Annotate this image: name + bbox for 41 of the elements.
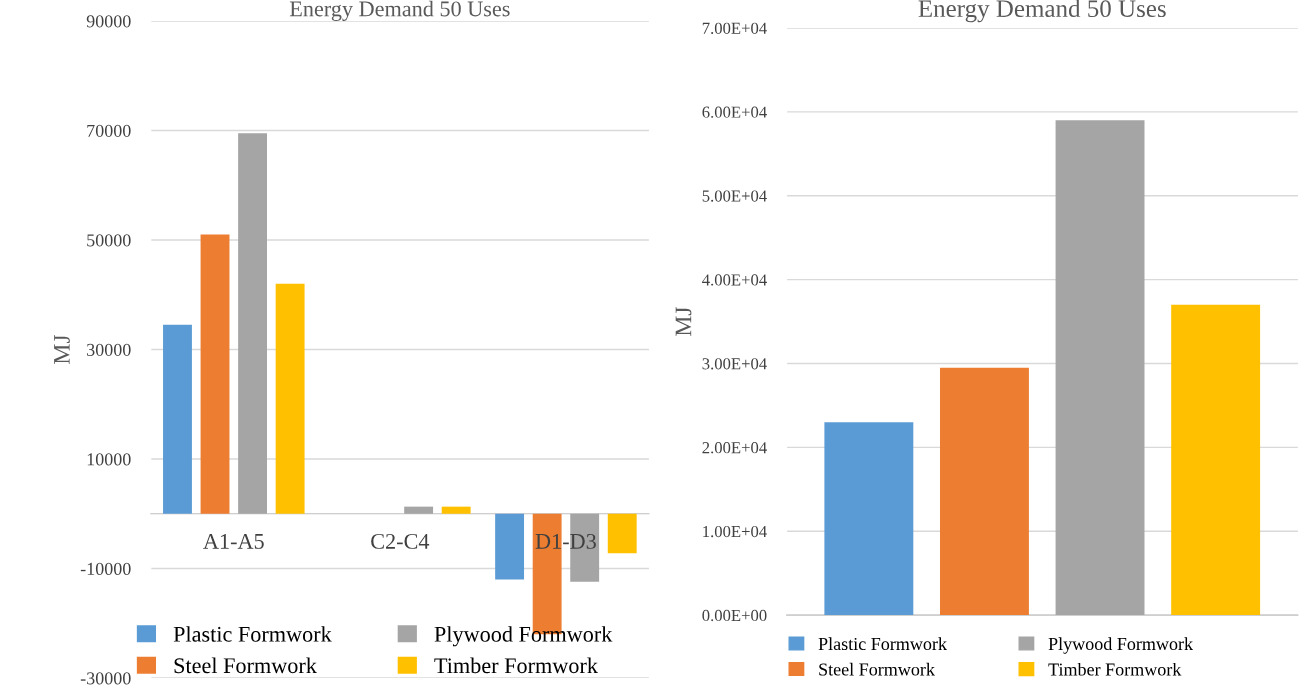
- bar: [939, 367, 1029, 616]
- chart-title: Energy Demand 50 Uses: [918, 0, 1166, 23]
- y-tick-label: 7.00E+04: [702, 22, 767, 34]
- y-tick-label: 50000: [87, 234, 131, 247]
- y-axis-title: MJ: [54, 334, 70, 364]
- y-tick-label: -30000: [80, 672, 131, 685]
- bar: [495, 513, 525, 580]
- y-tick-label: 90000: [86, 15, 131, 28]
- legend-label: Plywood Formwork: [434, 626, 613, 647]
- x-tick-label: A1-A5: [203, 533, 264, 549]
- legend-label: Plywood Formwork: [1048, 637, 1194, 654]
- y-tick-label: 70000: [87, 124, 131, 137]
- y-axis-title: MJ: [675, 306, 692, 336]
- bar: [200, 234, 230, 514]
- legend-label: Plastic Formwork: [818, 637, 947, 651]
- y-tick-label: 0.00E+00: [702, 609, 767, 622]
- bar: [607, 513, 637, 554]
- bar: [824, 422, 914, 616]
- bar: [441, 506, 471, 514]
- legend-label: Steel Formwork: [819, 662, 935, 676]
- legend-label: Timber Formwork: [1048, 662, 1182, 676]
- bar: [1171, 304, 1261, 616]
- legend-label: Steel Formwork: [174, 657, 317, 674]
- y-tick-label: 6.00E+04: [702, 106, 767, 118]
- bar: [238, 133, 268, 514]
- legend-label: Plastic Formwork: [173, 626, 332, 642]
- y-tick-label: 30000: [87, 343, 131, 356]
- bar: [275, 283, 305, 514]
- y-tick-label: 10000: [87, 453, 131, 466]
- x-tick-label: C2-C4: [371, 533, 430, 549]
- y-tick-label: -10000: [80, 562, 131, 575]
- y-tick-label: 3.00E+04: [702, 358, 767, 370]
- y-tick-label: 4.00E+04: [702, 274, 767, 286]
- bar: [163, 324, 192, 514]
- y-tick-label: 1.00E+04: [703, 525, 767, 538]
- y-tick-label: 2.00E+04: [702, 442, 767, 454]
- bar: [404, 506, 434, 514]
- bar: [1055, 120, 1145, 616]
- chart-title: Energy Demand 50 Uses: [289, 0, 510, 21]
- legend-label: Timber Formwork: [434, 657, 598, 674]
- y-tick-label: 5.00E+04: [702, 190, 767, 202]
